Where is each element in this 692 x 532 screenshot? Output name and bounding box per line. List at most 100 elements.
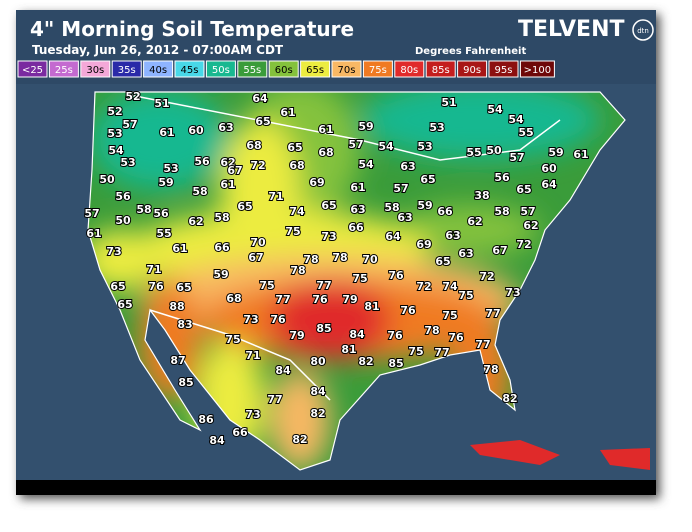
station-temp: 78 [290, 264, 305, 277]
legend-swatch [111, 60, 142, 78]
station-temp: 76 [387, 329, 403, 342]
station-temp: 65 [255, 115, 270, 128]
station-temp: 54 [378, 140, 394, 153]
legend-label: 45s [181, 65, 199, 76]
hispaniola [600, 448, 650, 470]
station-temp: 68 [318, 146, 333, 159]
station-temp: 71 [146, 263, 161, 276]
station-temp: 57 [393, 182, 408, 195]
brand: TELVENT [518, 17, 625, 42]
legend-swatch [268, 60, 299, 78]
station-temp: 75 [259, 279, 274, 292]
station-temp: 65 [110, 280, 125, 293]
legend-swatch [488, 60, 519, 78]
station-temp: 59 [417, 199, 432, 212]
legend-label: 55s [243, 65, 261, 76]
station-temp: 64 [541, 178, 557, 191]
station-temp: 56 [194, 155, 210, 168]
station-temp: 62 [188, 215, 203, 228]
station-temp: 61 [172, 242, 187, 255]
station-temp: 70 [250, 236, 266, 249]
station-temp: 50 [99, 173, 115, 186]
station-temp: 57 [84, 207, 99, 220]
units: Degrees Fahrenheit [415, 46, 526, 57]
station-temp: 50 [115, 214, 131, 227]
legend-label: 35s [118, 65, 136, 76]
station-temp: 88 [169, 300, 184, 313]
station-temp: 82 [502, 392, 517, 405]
station-temp: 65 [237, 200, 252, 213]
coastline [87, 91, 626, 471]
station-temp: 73 [321, 230, 336, 243]
station-temp: 57 [520, 205, 535, 218]
station-temp: 84 [275, 364, 291, 377]
station-temp: 75 [225, 333, 240, 346]
station-temp: 65 [117, 298, 132, 311]
station-temp: 68 [226, 292, 241, 305]
legend-swatch [205, 60, 236, 78]
station-temp: 72 [416, 280, 431, 293]
station-temp: 77 [434, 346, 449, 359]
legend-label: 95s [495, 65, 513, 76]
legend-swatch [425, 60, 456, 78]
cuba [470, 440, 560, 465]
station-temp: 51 [441, 96, 456, 109]
station-temp: 66 [232, 426, 248, 439]
station-temp: 66 [348, 221, 364, 234]
station-temp: 58 [214, 211, 229, 224]
station-temp: 73 [505, 286, 520, 299]
station-temp: 62 [220, 156, 235, 169]
station-temp: 82 [292, 433, 307, 446]
legend-swatch [48, 60, 79, 78]
station-temp: 71 [245, 349, 260, 362]
legend-swatch [300, 60, 331, 78]
station-temp: 55 [518, 126, 533, 139]
station-temp: 53 [107, 127, 122, 140]
station-temp: 38 [474, 189, 489, 202]
station-temp: 84 [209, 434, 225, 447]
station-temp: 74 [289, 205, 305, 218]
legend-swatch [174, 60, 205, 78]
station-temp: 65 [176, 281, 191, 294]
station-temp: 77 [485, 307, 500, 320]
station-temp: 54 [358, 158, 374, 171]
station-temp: 84 [349, 328, 365, 341]
station-temp: 78 [424, 324, 439, 337]
station-temp: 55 [156, 227, 171, 240]
station-temp: 75 [408, 345, 423, 358]
station-temp: 77 [475, 338, 490, 351]
station-temp: 75 [352, 272, 367, 285]
legend-label: >100 [524, 65, 551, 76]
station-temp: 68 [289, 159, 304, 172]
border-mexico [149, 309, 331, 401]
legend-swatch [362, 60, 393, 78]
station-temp: 52 [125, 90, 140, 103]
station-temp: 69 [416, 238, 431, 251]
legend-label: 75s [369, 65, 387, 76]
station-temp: 57 [509, 151, 524, 164]
station-temp: 61 [573, 148, 588, 161]
station-temp: 83 [177, 318, 192, 331]
station-temp: 53 [120, 156, 135, 169]
station-temp: 67 [492, 244, 507, 257]
legend-swatch [519, 60, 555, 78]
station-temp: 63 [445, 229, 460, 242]
station-temp: 76 [312, 293, 328, 306]
station-temp: 65 [420, 173, 435, 186]
station-temp: 75 [285, 225, 300, 238]
station-temp: 75 [458, 289, 473, 302]
station-temp: 58 [384, 201, 399, 214]
station-temp: 54 [108, 144, 124, 157]
station-temp: 80 [310, 355, 326, 368]
station-temp: 64 [385, 230, 401, 243]
legend-label: 85s [432, 65, 450, 76]
legend-swatch [457, 60, 488, 78]
station-temp: 53 [163, 162, 178, 175]
station-temp: 62 [523, 219, 538, 232]
station-temp: 76 [388, 269, 404, 282]
border-canada [129, 94, 561, 161]
legend-label: 30s [86, 65, 104, 76]
legend: <25 25s 30s 35s 40s 45s 50s 55s 60s 65s 70s 75s 80s 8… [17, 60, 555, 78]
